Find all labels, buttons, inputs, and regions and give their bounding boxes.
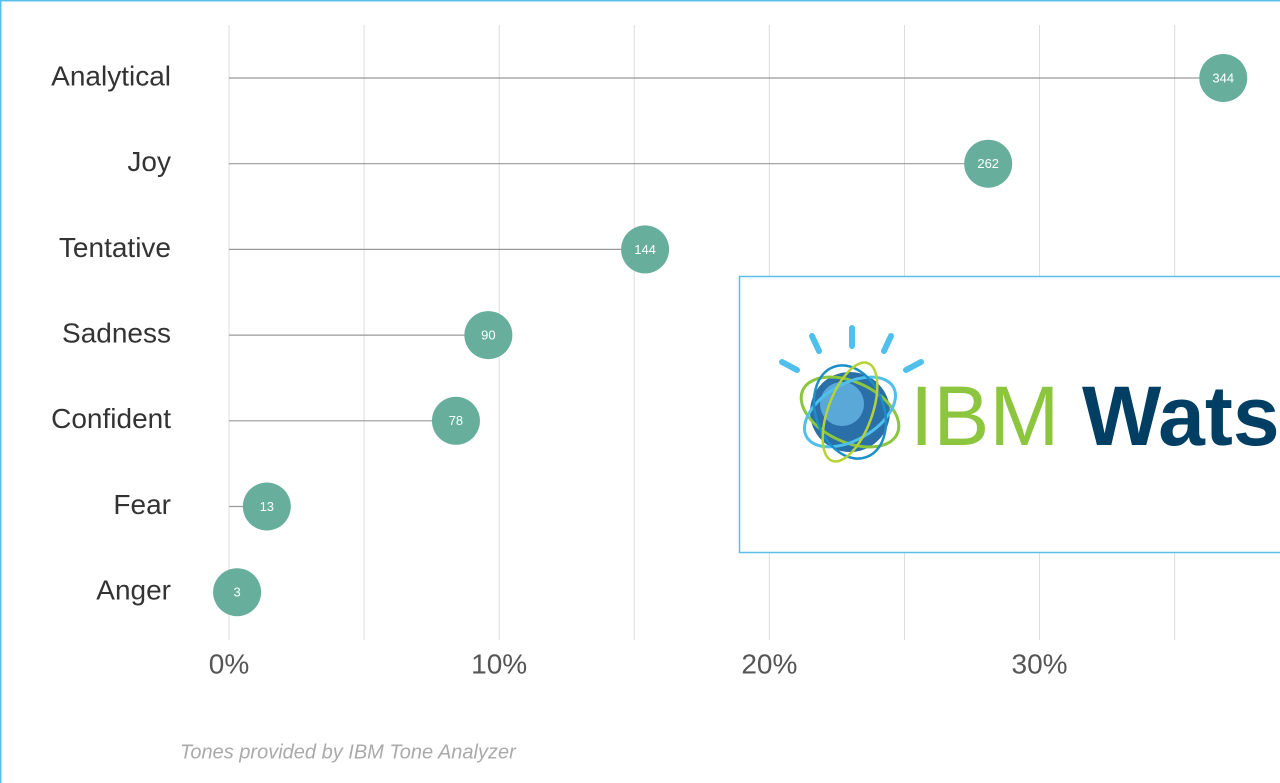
x-tick-label: 20%	[741, 648, 797, 679]
data-label: 13	[260, 499, 274, 514]
y-tick-label: Tentative	[59, 232, 171, 263]
logo-box: IBM Watson	[738, 275, 1280, 554]
y-tick-label: Joy	[127, 146, 171, 177]
data-label: 78	[449, 413, 463, 428]
data-label: 3	[233, 585, 240, 600]
data-label: 262	[977, 156, 999, 171]
data-label: 344	[1212, 70, 1234, 85]
footnote: Tones provided by IBM Tone Analyzer	[180, 741, 517, 763]
dot	[431, 396, 480, 445]
logo-rays	[779, 325, 924, 373]
y-tick-label: Analytical	[51, 60, 171, 91]
dot	[964, 139, 1013, 188]
dot	[621, 225, 670, 274]
y-tick-label: Confident	[51, 403, 171, 434]
x-tick-label: 30%	[1012, 648, 1068, 679]
dot	[213, 568, 262, 617]
y-tick-label: Anger	[96, 575, 171, 606]
dot	[464, 311, 513, 360]
plot: 0% 10% 20% 30% Analytical 344 Joy 262 Tentative 1…	[51, 25, 1248, 679]
dot	[1199, 54, 1248, 102]
x-tick-label: 10%	[471, 648, 527, 679]
y-tick-label: Sadness	[62, 317, 171, 348]
logo-globe	[799, 361, 901, 463]
data-label: 144	[634, 242, 656, 257]
dot	[242, 482, 291, 531]
x-tick-label: 0%	[209, 648, 249, 679]
y-tick-label: Fear	[113, 489, 171, 520]
data-label: 90	[481, 328, 495, 343]
logo-product: Watson	[1082, 369, 1280, 463]
logo-brand: IBM	[910, 369, 1059, 463]
